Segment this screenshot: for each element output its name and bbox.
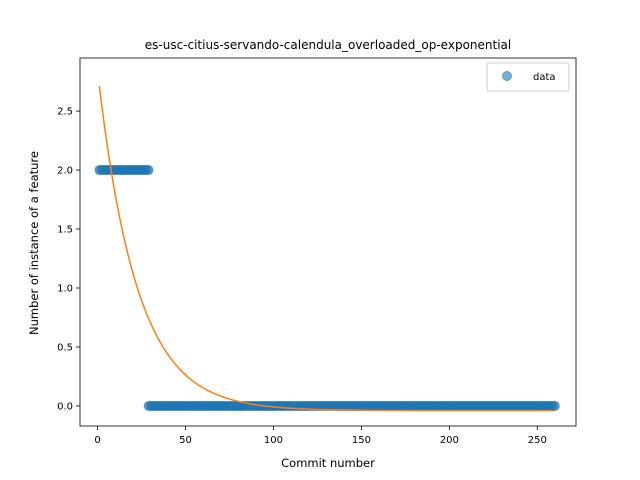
y-tick-label: 1.5 bbox=[57, 225, 73, 236]
y-axis-label: Number of instance of a feature bbox=[27, 151, 41, 335]
y-tick-label: 2.5 bbox=[57, 107, 73, 118]
x-tick-label: 250 bbox=[528, 435, 547, 446]
x-tick-label: 0 bbox=[94, 435, 100, 446]
y-tick-label: 1.0 bbox=[57, 284, 73, 295]
x-tick-label: 100 bbox=[264, 435, 283, 446]
data-point bbox=[143, 165, 154, 176]
axes-frame bbox=[79, 57, 577, 427]
x-tick-label: 150 bbox=[352, 435, 371, 446]
legend-label-data: data bbox=[533, 72, 556, 83]
legend-box bbox=[486, 62, 570, 92]
chart-title: es-usc-citius-servando-calendula_overloa… bbox=[145, 38, 511, 52]
plot-area bbox=[94, 85, 560, 412]
y-tick-label: 0.5 bbox=[57, 342, 73, 353]
data-point bbox=[549, 400, 560, 411]
y-tick-label: 0.0 bbox=[57, 401, 73, 412]
x-axis-label: Commit number bbox=[281, 456, 375, 470]
y-tick-label: 2.0 bbox=[57, 166, 73, 177]
fit-line bbox=[98, 85, 555, 412]
x-tick-label: 50 bbox=[179, 435, 192, 446]
axes: 0 50 100 150 200 250 0.0 0.5 1.0 1.5 2.0 2.5 bbox=[57, 57, 577, 446]
legend-marker-data bbox=[502, 71, 512, 81]
legend: data bbox=[486, 62, 570, 92]
x-tick-label: 200 bbox=[440, 435, 459, 446]
